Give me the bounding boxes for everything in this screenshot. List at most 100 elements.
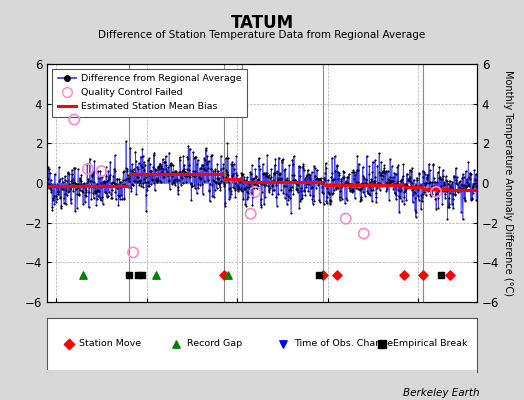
Point xyxy=(125,175,133,182)
Point xyxy=(204,177,212,184)
Point xyxy=(170,177,179,183)
Point xyxy=(463,176,471,183)
Point xyxy=(176,154,184,160)
Point xyxy=(316,176,324,182)
Point xyxy=(149,164,157,170)
Point xyxy=(353,167,361,173)
Point xyxy=(71,180,80,186)
Point xyxy=(364,191,373,197)
Point xyxy=(283,177,292,184)
Point xyxy=(123,166,131,172)
Point xyxy=(367,176,375,182)
Point xyxy=(366,184,374,190)
Point xyxy=(416,171,424,177)
Point xyxy=(89,190,97,196)
Point xyxy=(117,192,125,198)
Point xyxy=(440,179,448,186)
Point xyxy=(444,180,452,187)
Point xyxy=(300,188,308,195)
Point xyxy=(49,183,58,189)
Point xyxy=(69,176,77,182)
Point xyxy=(252,173,260,179)
Point xyxy=(193,161,201,167)
Point xyxy=(178,180,187,186)
Point xyxy=(50,201,59,208)
Point xyxy=(292,186,300,192)
Point xyxy=(169,162,177,168)
Point xyxy=(85,156,94,162)
Point xyxy=(122,176,130,182)
Point xyxy=(197,165,205,172)
Point xyxy=(247,170,255,177)
Point xyxy=(399,188,408,195)
Point xyxy=(396,195,405,201)
Point xyxy=(248,162,256,168)
Point xyxy=(429,162,437,169)
Point xyxy=(264,183,272,189)
Point xyxy=(153,179,161,186)
Point xyxy=(465,174,474,180)
Point xyxy=(59,186,68,193)
Point xyxy=(453,174,461,180)
Point xyxy=(195,176,204,182)
Point xyxy=(212,180,220,186)
Point xyxy=(271,182,280,188)
Point xyxy=(348,186,357,192)
Point xyxy=(154,164,162,170)
Point xyxy=(377,170,386,176)
Point xyxy=(400,272,409,278)
Point xyxy=(51,182,59,189)
Point xyxy=(99,200,107,207)
Point xyxy=(470,182,478,189)
Point xyxy=(222,155,230,162)
Point xyxy=(363,188,372,194)
Point xyxy=(237,185,245,191)
Point xyxy=(256,180,265,186)
Point xyxy=(50,171,59,177)
Point xyxy=(381,181,389,187)
Point xyxy=(326,196,334,203)
Point xyxy=(234,188,243,194)
Point xyxy=(364,190,372,197)
Point xyxy=(406,174,414,181)
Point xyxy=(334,185,342,191)
Point xyxy=(286,184,294,190)
Point xyxy=(294,182,302,188)
Point xyxy=(353,152,362,159)
Point xyxy=(109,172,117,179)
Point xyxy=(246,186,254,192)
Point xyxy=(300,166,308,173)
Point xyxy=(347,187,356,193)
Point xyxy=(434,188,443,194)
Point xyxy=(332,186,340,192)
Point xyxy=(146,181,155,188)
Point xyxy=(149,171,157,177)
Point xyxy=(321,170,330,176)
Point xyxy=(103,194,111,200)
Point xyxy=(369,186,378,193)
Point xyxy=(182,173,191,179)
Point xyxy=(464,159,472,165)
Point xyxy=(290,172,299,178)
Point xyxy=(127,167,135,173)
Point xyxy=(148,172,156,178)
Point xyxy=(350,176,358,182)
Point xyxy=(145,172,153,178)
Point xyxy=(461,196,470,203)
Point xyxy=(417,206,425,212)
Point xyxy=(88,173,96,180)
Point xyxy=(352,178,360,185)
Point xyxy=(351,182,359,188)
Point xyxy=(451,191,460,198)
Point xyxy=(144,157,152,163)
Point xyxy=(197,170,205,177)
Point xyxy=(216,186,224,193)
Point xyxy=(231,194,239,200)
Point xyxy=(402,171,411,177)
Point xyxy=(443,216,452,222)
Point xyxy=(221,200,230,206)
Point xyxy=(80,182,89,188)
Point xyxy=(260,182,269,188)
Point xyxy=(472,196,481,203)
Point xyxy=(343,174,351,180)
